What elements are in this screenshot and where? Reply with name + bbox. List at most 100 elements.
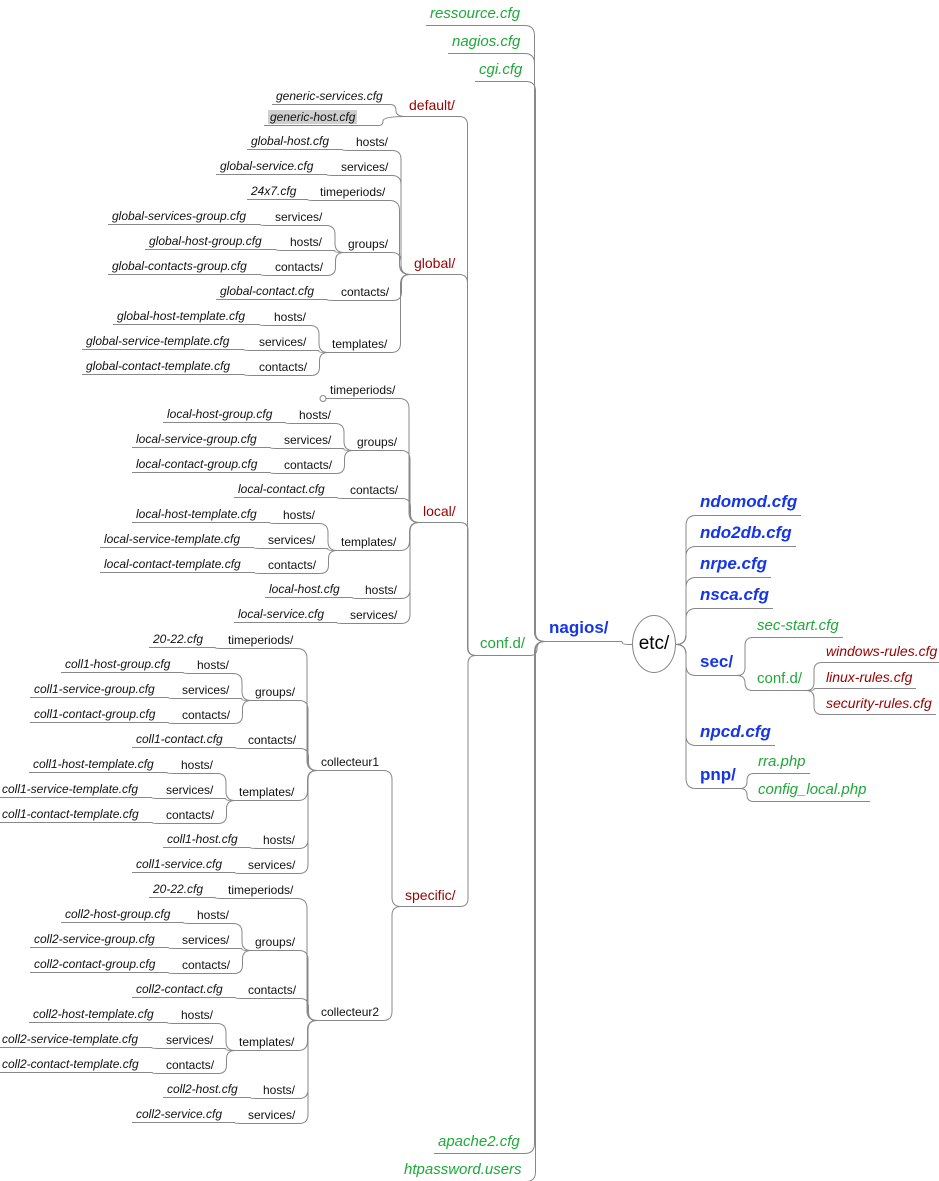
node-c1-gr-c-f[interactable]: coll1-contact-group.cfg <box>34 706 156 721</box>
node-g-hosts-f[interactable]: global-host.cfg <box>251 133 330 148</box>
node-g-groups[interactable]: groups/ <box>348 236 389 251</box>
node-c1-serv[interactable]: services/ <box>248 857 296 872</box>
node-g-gr-c-f[interactable]: global-contacts-group.cfg <box>112 258 247 273</box>
node-c2-gr-h-f[interactable]: coll2-host-group.cfg <box>65 906 171 921</box>
node-cgi[interactable]: cgi.cfg <box>479 60 523 78</box>
node-c2-tpl-s-f[interactable]: coll2-service-template.cfg <box>2 1031 139 1046</box>
node-l-gr-h-f[interactable]: local-host-group.cfg <box>167 406 273 421</box>
node-c2-gr-s[interactable]: services/ <box>182 932 230 947</box>
node-pnp[interactable]: pnp/ <box>700 765 736 785</box>
node-cfglocal[interactable]: config_local.php <box>758 780 867 798</box>
node-l-tp[interactable]: timeperiods/ <box>330 382 396 397</box>
node-c1-gr-h-f[interactable]: coll1-host-group.cfg <box>65 656 171 671</box>
node-nagios[interactable]: nagios/ <box>549 618 609 638</box>
node-c1-tpl-c[interactable]: contacts/ <box>166 807 215 822</box>
node-c1-tpl-s[interactable]: services/ <box>166 782 214 797</box>
node-c1[interactable]: collecteur1 <box>321 754 380 769</box>
node-c2-groups[interactable]: groups/ <box>255 934 296 949</box>
node-c2[interactable]: collecteur2 <box>321 1004 380 1019</box>
node-g-tpl-s[interactable]: services/ <box>259 334 307 349</box>
node-g-tpl[interactable]: templates/ <box>332 336 388 351</box>
node-c1-hosts-f[interactable]: coll1-host.cfg <box>167 831 238 846</box>
node-def-gs[interactable]: generic-services.cfg <box>276 88 383 103</box>
node-l-cont[interactable]: contacts/ <box>350 482 399 497</box>
node-c1-tpl-c-f[interactable]: coll1-contact-template.cfg <box>2 806 139 821</box>
node-c2-gr-s-f[interactable]: coll2-service-group.cfg <box>34 931 155 946</box>
node-c2-hosts[interactable]: hosts/ <box>263 1082 296 1097</box>
node-g-tpl-h[interactable]: hosts/ <box>274 309 307 324</box>
node-l-gr-c-f[interactable]: local-contact-group.cfg <box>136 456 258 471</box>
node-l-gr-h[interactable]: hosts/ <box>299 407 332 422</box>
node-c1-gr-h[interactable]: hosts/ <box>197 657 230 672</box>
root-node-etc[interactable]: etc/ <box>632 615 676 673</box>
node-l-tpl-h-f[interactable]: local-host-template.cfg <box>136 506 257 521</box>
node-c2-cont-f[interactable]: coll2-contact.cfg <box>136 981 223 996</box>
node-default[interactable]: default/ <box>409 97 455 114</box>
node-l-serv[interactable]: services/ <box>350 607 398 622</box>
node-l-hosts-f[interactable]: local-host.cfg <box>269 581 340 596</box>
node-c2-tpl-c[interactable]: contacts/ <box>166 1057 215 1072</box>
node-c2-tpl-h[interactable]: hosts/ <box>181 1007 214 1022</box>
node-c1-gr-s-f[interactable]: coll1-service-group.cfg <box>34 681 155 696</box>
node-c2-gr-c-f[interactable]: coll2-contact-group.cfg <box>34 956 156 971</box>
node-l-gr-s-f[interactable]: local-service-group.cfg <box>136 431 257 446</box>
node-c1-tp-f[interactable]: 20-22.cfg <box>153 631 204 646</box>
node-c2-gr-h[interactable]: hosts/ <box>197 907 230 922</box>
node-global[interactable]: global/ <box>414 255 456 272</box>
node-c1-cont-f[interactable]: coll1-contact.cfg <box>136 731 223 746</box>
node-l-tpl-s[interactable]: services/ <box>268 532 316 547</box>
node-ndomod[interactable]: ndomod.cfg <box>700 492 798 512</box>
node-l-tpl-c[interactable]: contacts/ <box>268 557 317 572</box>
node-sec[interactable]: sec/ <box>700 652 734 672</box>
node-g-tpl-c-f[interactable]: global-contact-template.cfg <box>86 358 231 373</box>
node-g-gr-s[interactable]: services/ <box>275 209 323 224</box>
node-nagioscfg[interactable]: nagios.cfg <box>452 32 521 50</box>
node-win[interactable]: windows-rules.cfg <box>826 643 938 660</box>
node-ndo2db[interactable]: ndo2db.cfg <box>700 523 792 543</box>
node-g-gr-h[interactable]: hosts/ <box>290 234 323 249</box>
node-c1-tpl-h-f[interactable]: coll1-host-template.cfg <box>33 756 154 771</box>
node-c2-serv[interactable]: services/ <box>248 1107 296 1122</box>
node-def-gh[interactable]: generic-host.cfg <box>268 109 358 124</box>
node-l-cont-f[interactable]: local-contact.cfg <box>238 481 325 496</box>
collapsed-indicator-icon[interactable] <box>319 395 327 402</box>
node-nrpe[interactable]: nrpe.cfg <box>700 554 768 574</box>
node-c2-tp[interactable]: timeperiods/ <box>228 882 294 897</box>
node-c2-tpl-h-f[interactable]: coll2-host-template.cfg <box>33 1006 154 1021</box>
node-l-hosts[interactable]: hosts/ <box>365 582 398 597</box>
node-c1-serv-f[interactable]: coll1-service.cfg <box>136 856 223 871</box>
node-htpass[interactable]: htpassword.users <box>404 1160 522 1178</box>
node-c1-tp[interactable]: timeperiods/ <box>228 632 294 647</box>
node-linux[interactable]: linux-rules.cfg <box>826 669 913 686</box>
node-c1-tpl-h[interactable]: hosts/ <box>181 757 214 772</box>
node-g-serv-f[interactable]: global-service.cfg <box>220 158 314 173</box>
node-g-tpl-s-f[interactable]: global-service-template.cfg <box>86 333 230 348</box>
node-l-tpl[interactable]: templates/ <box>341 534 397 549</box>
node-g-gr-s-f[interactable]: global-services-group.cfg <box>112 208 247 223</box>
node-l-groups[interactable]: groups/ <box>357 434 398 449</box>
node-c1-gr-s[interactable]: services/ <box>182 682 230 697</box>
node-local[interactable]: local/ <box>423 503 456 520</box>
node-c1-hosts[interactable]: hosts/ <box>263 832 296 847</box>
node-c2-tp-f[interactable]: 20-22.cfg <box>153 881 204 896</box>
node-g-tp[interactable]: timeperiods/ <box>320 184 386 199</box>
node-sec-confd[interactable]: conf.d/ <box>757 669 803 687</box>
node-g-hosts[interactable]: hosts/ <box>356 134 389 149</box>
node-sec-start[interactable]: sec-start.cfg <box>757 616 839 634</box>
node-g-gr-h-f[interactable]: global-host-group.cfg <box>149 233 262 248</box>
node-npcd[interactable]: npcd.cfg <box>700 722 771 742</box>
node-g-cont[interactable]: contacts/ <box>341 284 390 299</box>
node-nsca[interactable]: nsca.cfg <box>700 585 769 605</box>
node-g-tpl-c[interactable]: contacts/ <box>259 359 308 374</box>
node-c1-gr-c[interactable]: contacts/ <box>182 707 231 722</box>
node-rra[interactable]: rra.php <box>758 752 806 770</box>
node-g-gr-c[interactable]: contacts/ <box>275 259 324 274</box>
node-l-gr-c[interactable]: contacts/ <box>284 457 333 472</box>
node-c1-tpl-s-f[interactable]: coll1-service-template.cfg <box>2 781 139 796</box>
node-apache[interactable]: apache2.cfg <box>438 1132 520 1150</box>
node-c1-cont[interactable]: contacts/ <box>248 732 297 747</box>
node-l-tpl-s-f[interactable]: local-service-template.cfg <box>104 531 241 546</box>
node-c2-tpl-c-f[interactable]: coll2-contact-template.cfg <box>2 1056 139 1071</box>
node-l-gr-s[interactable]: services/ <box>284 432 332 447</box>
node-l-tpl-h[interactable]: hosts/ <box>283 507 316 522</box>
